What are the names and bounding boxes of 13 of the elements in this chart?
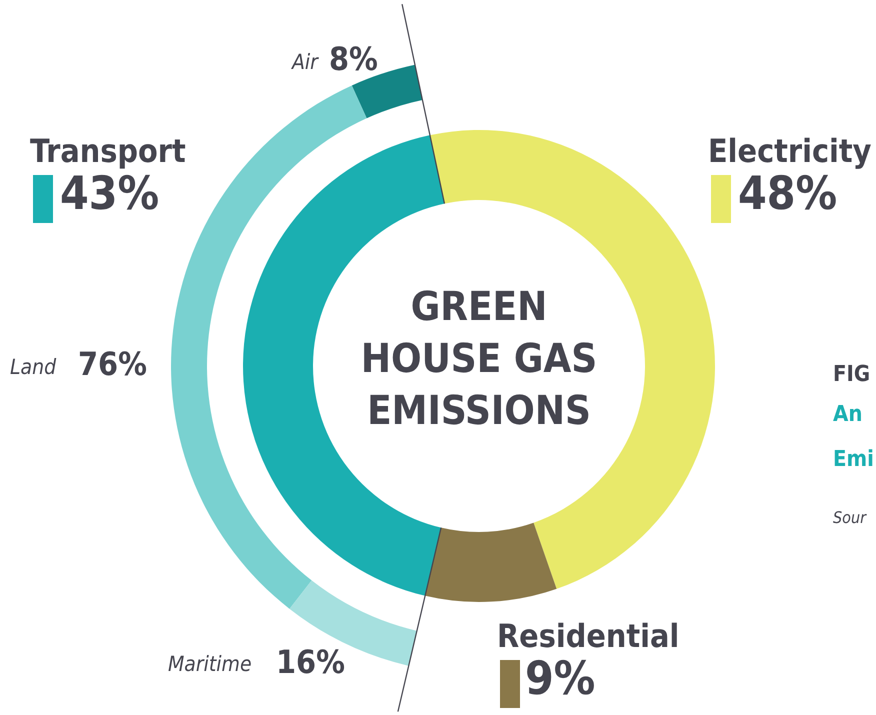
data-label: 16%	[276, 643, 345, 681]
slice-label: Air	[292, 50, 318, 74]
data-label: 8%	[329, 40, 378, 78]
text: FIG	[833, 362, 870, 387]
slice-label: Maritime	[168, 652, 252, 676]
slice-label: Land	[10, 355, 56, 379]
text: An	[833, 402, 862, 427]
text: GREEN HOUSE GAS EMISSIONS	[360, 283, 598, 436]
donut-slice	[425, 522, 557, 602]
text: Sour	[833, 508, 866, 527]
text: Emi	[833, 447, 874, 472]
data-label: 76%	[78, 345, 147, 383]
slice-label: Transport	[30, 132, 186, 170]
